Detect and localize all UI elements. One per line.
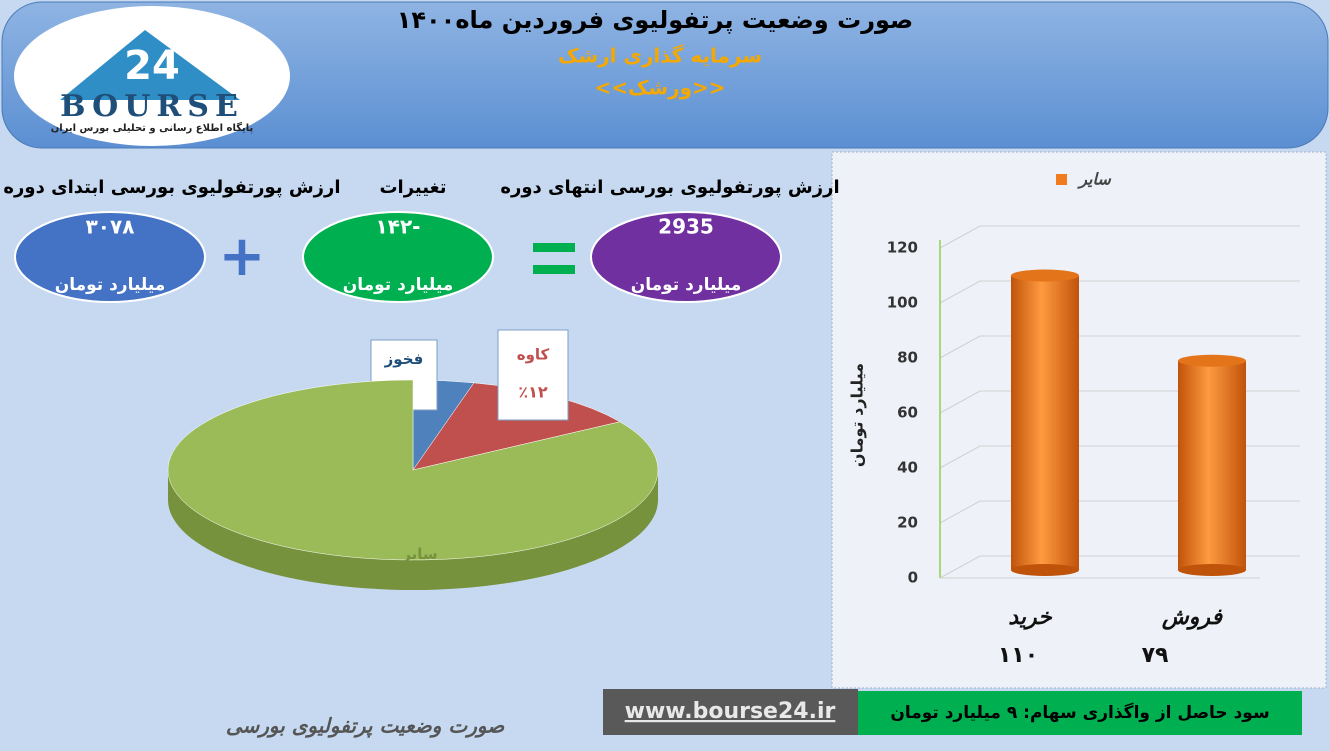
- summary-label: ارزش پورتفولیوی بورسی ابتدای دوره: [3, 177, 340, 198]
- logo-number: 24: [124, 43, 180, 89]
- label-box: [497, 329, 569, 421]
- summary-unit: میلیارد تومان: [55, 275, 166, 295]
- summary-unit: میلیارد تومان: [343, 275, 454, 295]
- plus-sign: +: [219, 224, 266, 289]
- summary-value: -۱۴۲: [376, 215, 421, 239]
- url-box[interactable]: [603, 689, 858, 735]
- slice-value: ٪۱۲: [518, 383, 548, 402]
- y-tick-label: 80: [897, 349, 918, 367]
- summary-label: تغییرات: [379, 177, 446, 198]
- bar-top: [1011, 269, 1079, 282]
- y-tick-label: 60: [897, 404, 918, 422]
- slice-value: ٪۸۴: [405, 574, 435, 593]
- x-tick-label: فروش: [1161, 605, 1224, 630]
- summary-label: ارزش پورتفولیوی بورسی انتهای دوره: [500, 177, 839, 198]
- grid-line: [939, 225, 1300, 249]
- summary-ellipse: [14, 211, 206, 303]
- slice-label: کاوه: [517, 346, 550, 364]
- subtitle: سرمایه گذاری ارشک: [558, 44, 762, 68]
- logo-triangle: [60, 30, 240, 100]
- logo-tagline: پایگاه اطلاع رسانی و تحلیلی بورس ایران: [51, 121, 254, 134]
- value-label: ۷۹: [1142, 643, 1169, 668]
- y-tick-label: 0: [908, 569, 918, 587]
- symbol: <<ورشک>>: [594, 76, 725, 100]
- pie-slice: [167, 379, 659, 561]
- bar: [1011, 275, 1079, 570]
- bar-base: [1011, 564, 1079, 576]
- value-label: ۱۱۰: [998, 643, 1038, 668]
- summary-value: 2935: [658, 215, 714, 239]
- bar-base: [1178, 564, 1246, 576]
- summary-unit: میلیارد تومان: [631, 275, 742, 295]
- profit: سود حاصل از واگذاری سهام: ۹ میلیارد توما…: [890, 702, 1269, 723]
- summary-ellipse: [590, 211, 782, 303]
- grid-line: [939, 335, 1300, 359]
- legend-swatch: [1056, 174, 1067, 185]
- y-tick-label: 20: [897, 514, 918, 532]
- legend-label: سایر: [1076, 170, 1111, 190]
- profit-box: [858, 691, 1302, 735]
- slice-label: فخوز: [384, 350, 424, 368]
- url[interactable]: www.bourse24.ir: [625, 699, 836, 724]
- header-banner: [1, 1, 1329, 149]
- y-tick-label: 120: [887, 239, 918, 257]
- equals-sign: [533, 243, 575, 252]
- summary-value: ۳۰۷۸: [86, 215, 135, 239]
- y-tick-label: 40: [897, 459, 918, 477]
- bar: [1178, 360, 1246, 570]
- summary-ellipse: [302, 211, 494, 303]
- x-tick-label: خرید: [1008, 605, 1053, 630]
- y-tick-label: 100: [887, 294, 918, 312]
- title: صورت وضعیت پرتفولیوی فروردین ماه۱۴۰۰: [397, 6, 914, 34]
- y-axis-label: میلیارد تومان: [848, 363, 867, 467]
- logo-brand: BOURSE: [60, 89, 244, 124]
- footer-caption: صورت وضعیت پرتفولیوی بورسی: [226, 714, 505, 739]
- equals-sign: [533, 265, 575, 274]
- slice-label: سایر: [401, 545, 437, 563]
- grid-line: [939, 280, 1300, 304]
- bar-top: [1178, 354, 1246, 367]
